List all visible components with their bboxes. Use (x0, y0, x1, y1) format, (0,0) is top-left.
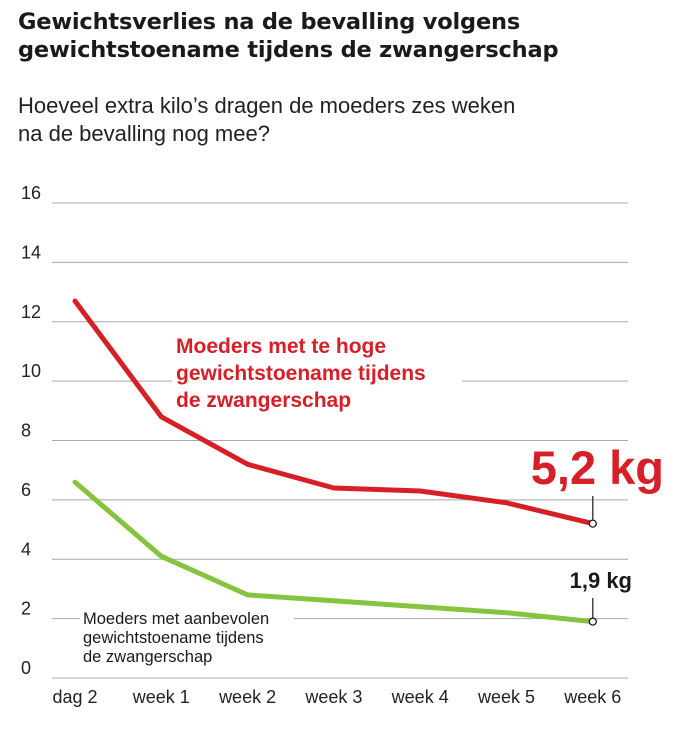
series-2 (72, 479, 597, 626)
x-tick-label: week 4 (391, 687, 449, 707)
series-label-low-line: Moeders met aanbevolen (83, 610, 269, 628)
y-tick-label: 8 (21, 421, 31, 441)
label-backdrop (80, 647, 240, 666)
x-tick-label: week 6 (563, 687, 621, 707)
y-axis: 0 2 4 6 8 10 12 14 16 (21, 183, 41, 678)
y-tick-label: 6 (21, 480, 31, 500)
y-tick-label: 12 (21, 302, 41, 322)
x-tick-label: week 1 (132, 687, 190, 707)
x-tick-label: week 5 (477, 687, 535, 707)
y-tick-label: 16 (21, 183, 41, 203)
chart-title-line: Gewichtsverlies na de bevalling volgens (18, 9, 521, 35)
end-value-label-low: 1,9 kg (570, 568, 632, 593)
y-tick-label: 2 (21, 599, 31, 619)
y-tick-label: 4 (21, 539, 31, 559)
y-tick-label: 10 (21, 361, 41, 381)
y-tick-label: 14 (21, 242, 41, 262)
annotations: 5,2 kg 1,9 kg (531, 441, 664, 618)
label-backdrop (80, 628, 304, 647)
data-point (588, 617, 597, 626)
chart-title: Gewichtsverlies na de bevalling volgens … (18, 8, 668, 64)
series-label-low-line: de zwangerschap (83, 648, 212, 666)
series-label-high-line: de zwangerschap (176, 389, 351, 412)
series-label-high-line: Moeders met te hoge (176, 335, 386, 358)
chart-title-line: gewichtstoename tijdens de zwangerschap (18, 37, 559, 63)
label-backdrop (172, 333, 408, 359)
chart-subtitle-line: na de bevalling nog mee? (18, 121, 270, 146)
x-axis: dag 2 week 1 week 2 week 3 week 4 week 5 week … (52, 687, 621, 707)
end-value-label-high: 5,2 kg (531, 441, 664, 494)
chart-subtitle: Hoeveel extra kilo’s dragen de moeders z… (18, 92, 618, 148)
y-tick-label: 0 (21, 658, 31, 678)
label-backdrop (172, 387, 362, 413)
series-1 (72, 298, 597, 528)
x-tick-label: week 2 (218, 687, 276, 707)
x-tick-label: dag 2 (52, 687, 97, 707)
x-tick-label: week 3 (304, 687, 362, 707)
series-label-low-line: gewichtstoename tijdens (83, 629, 264, 647)
chart-subtitle-line: Hoeveel extra kilo’s dragen de moeders z… (18, 93, 516, 118)
series-labels: Moeders met te hoge gewichtstoename tijde… (80, 333, 462, 666)
label-backdrop (80, 609, 294, 628)
series-label-high-line: gewichtstoename tijdens (176, 362, 426, 385)
data-point (588, 519, 597, 528)
label-backdrop (172, 360, 462, 386)
